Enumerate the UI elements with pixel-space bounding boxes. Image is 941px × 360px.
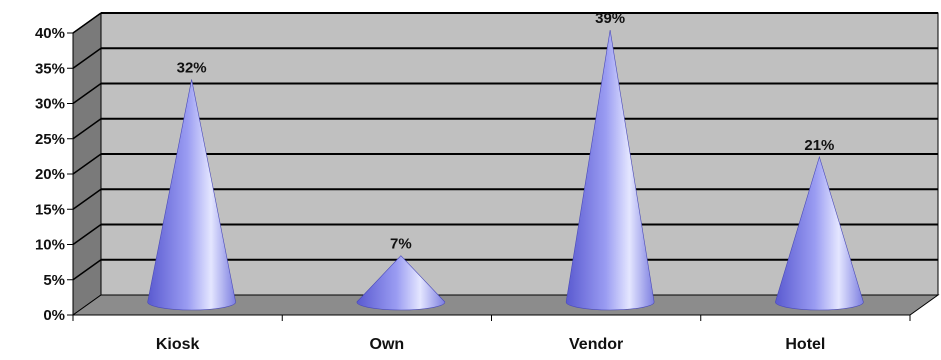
y-tick-label: 20%: [35, 166, 65, 183]
gridline-side: [72, 12, 102, 34]
data-label: 32%: [177, 59, 207, 76]
x-tick-label: Hotel: [785, 336, 825, 353]
labels: 32% Kiosk 7% Own 39% Vendor 21% Hotel: [156, 10, 835, 353]
y-tick-label: 40%: [35, 25, 65, 42]
y-tick-label: 35%: [35, 60, 65, 77]
cone-kiosk: [147, 79, 236, 311]
y-tick-label: 10%: [35, 237, 65, 254]
gridlines: [72, 12, 938, 281]
cone-hotel: [775, 155, 864, 311]
data-label: 21%: [804, 137, 834, 154]
y-tick-label: 25%: [35, 131, 65, 148]
cone-body: [356, 255, 446, 311]
y-tick-label: 30%: [35, 96, 65, 113]
x-tick-label: Own: [370, 336, 405, 353]
gridline-side: [72, 118, 102, 140]
cone-body: [147, 79, 236, 311]
y-tick-label: 5%: [43, 272, 65, 289]
gridline-side: [72, 47, 102, 69]
x-tick-label: Vendor: [569, 336, 623, 353]
gridline-side: [72, 188, 102, 210]
gridline-side: [72, 153, 102, 175]
y-tick-label: 0%: [43, 307, 65, 324]
cone-own: [356, 255, 446, 311]
y-tick-label: 15%: [35, 201, 65, 218]
data-label: 39%: [595, 10, 625, 27]
cone-body: [775, 155, 864, 311]
cones: [147, 30, 864, 311]
data-label: 7%: [390, 236, 412, 253]
gridline-side: [72, 223, 102, 246]
cone-vendor: [565, 30, 655, 311]
x-tick-label: Kiosk: [156, 336, 200, 353]
gridline-side: [72, 82, 102, 105]
cone-body: [565, 30, 655, 311]
axes: 0% 5% 10% 15% 20% 25% 30% 35% 40%: [35, 25, 911, 324]
gridline-side: [72, 259, 102, 281]
